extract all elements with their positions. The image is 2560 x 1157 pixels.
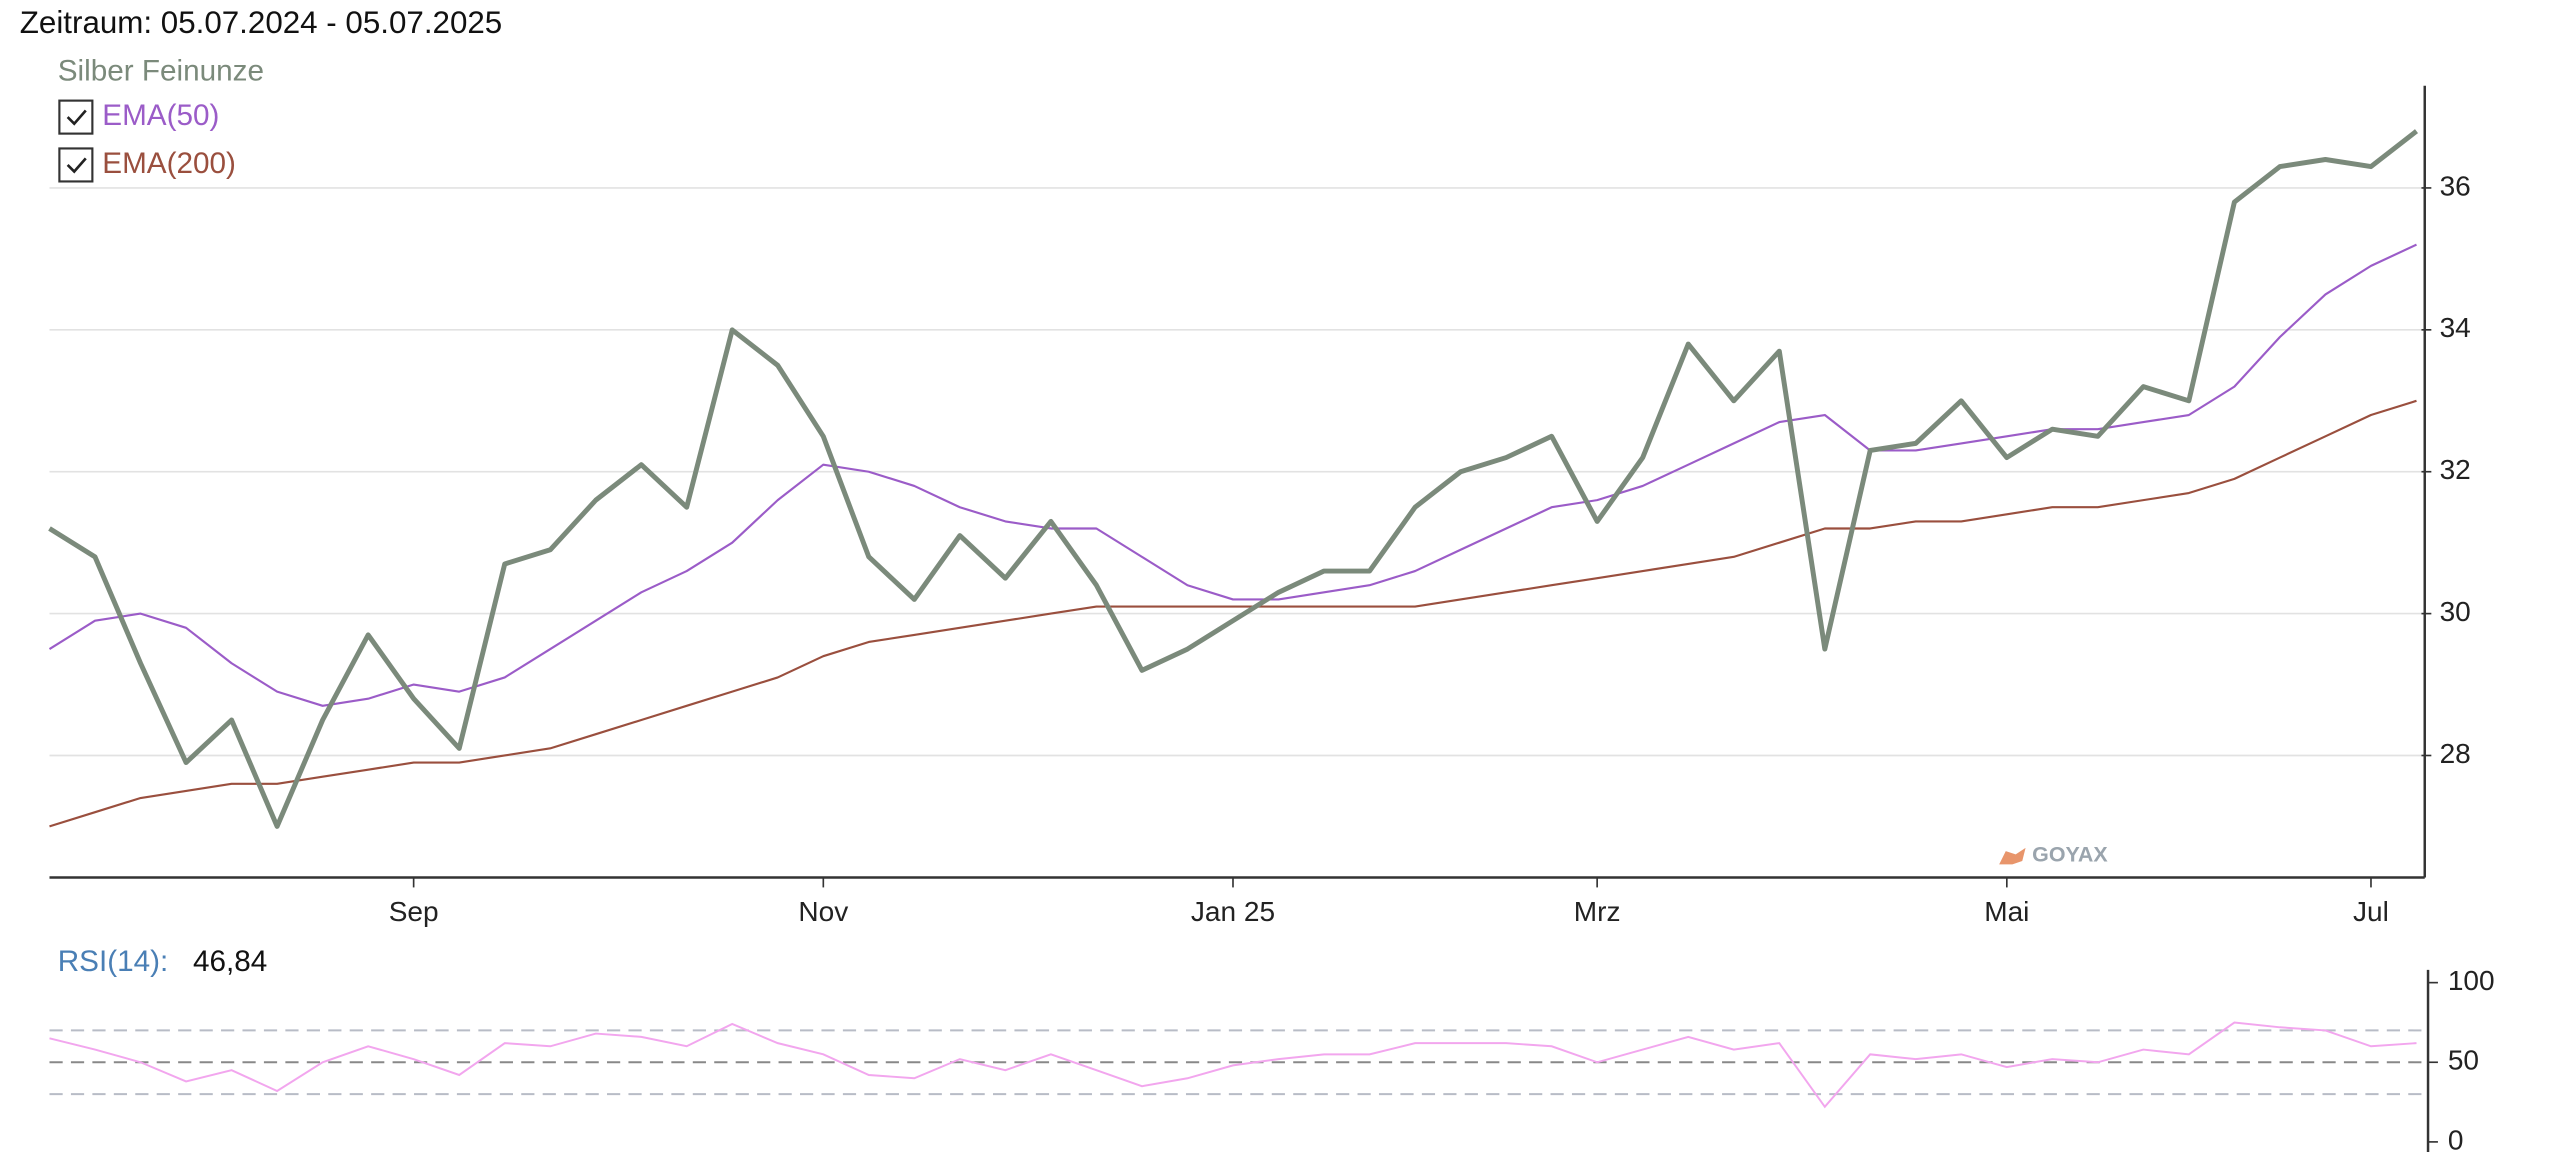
series-line xyxy=(48,243,2417,707)
x-tick-label: Mai xyxy=(1984,896,2029,927)
legend-label[interactable]: EMA(50) xyxy=(102,99,219,132)
x-tick-label: Jan 25 xyxy=(1191,896,1275,927)
y-tick-label: 34 xyxy=(2440,312,2471,343)
series-line xyxy=(48,129,2419,829)
rsi-value: 46,84 xyxy=(193,945,267,978)
period-title: Zeitraum: 05.07.2024 - 05.07.2025 xyxy=(20,5,502,40)
y-tick-label: 0 xyxy=(2448,1124,2464,1152)
watermark: GOYAX xyxy=(2032,843,2108,867)
rsi-label: RSI(14): xyxy=(58,945,169,978)
y-tick-label: 50 xyxy=(2448,1045,2479,1076)
y-tick-label: 28 xyxy=(2440,738,2471,769)
checkmark xyxy=(66,157,87,174)
legend-label: Silber Feinunze xyxy=(58,54,264,87)
checkmark xyxy=(66,109,87,126)
series-line xyxy=(49,399,2417,828)
legend-checkbox[interactable] xyxy=(58,99,94,135)
y-tick-label: 100 xyxy=(2448,965,2495,996)
y-tick-label: 36 xyxy=(2440,170,2471,201)
rsi-line xyxy=(49,1021,2417,1109)
y-tick-label: 32 xyxy=(2440,454,2471,485)
legend-label[interactable]: EMA(200) xyxy=(102,147,236,180)
x-tick-label: Sep xyxy=(389,896,439,927)
legend-checkbox[interactable] xyxy=(58,147,94,183)
x-tick-label: Nov xyxy=(798,896,848,927)
watermark-icon xyxy=(1999,847,2026,865)
y-tick-label: 30 xyxy=(2440,596,2471,627)
x-tick-label: Jul xyxy=(2353,896,2389,927)
x-tick-label: Mrz xyxy=(1574,896,1621,927)
